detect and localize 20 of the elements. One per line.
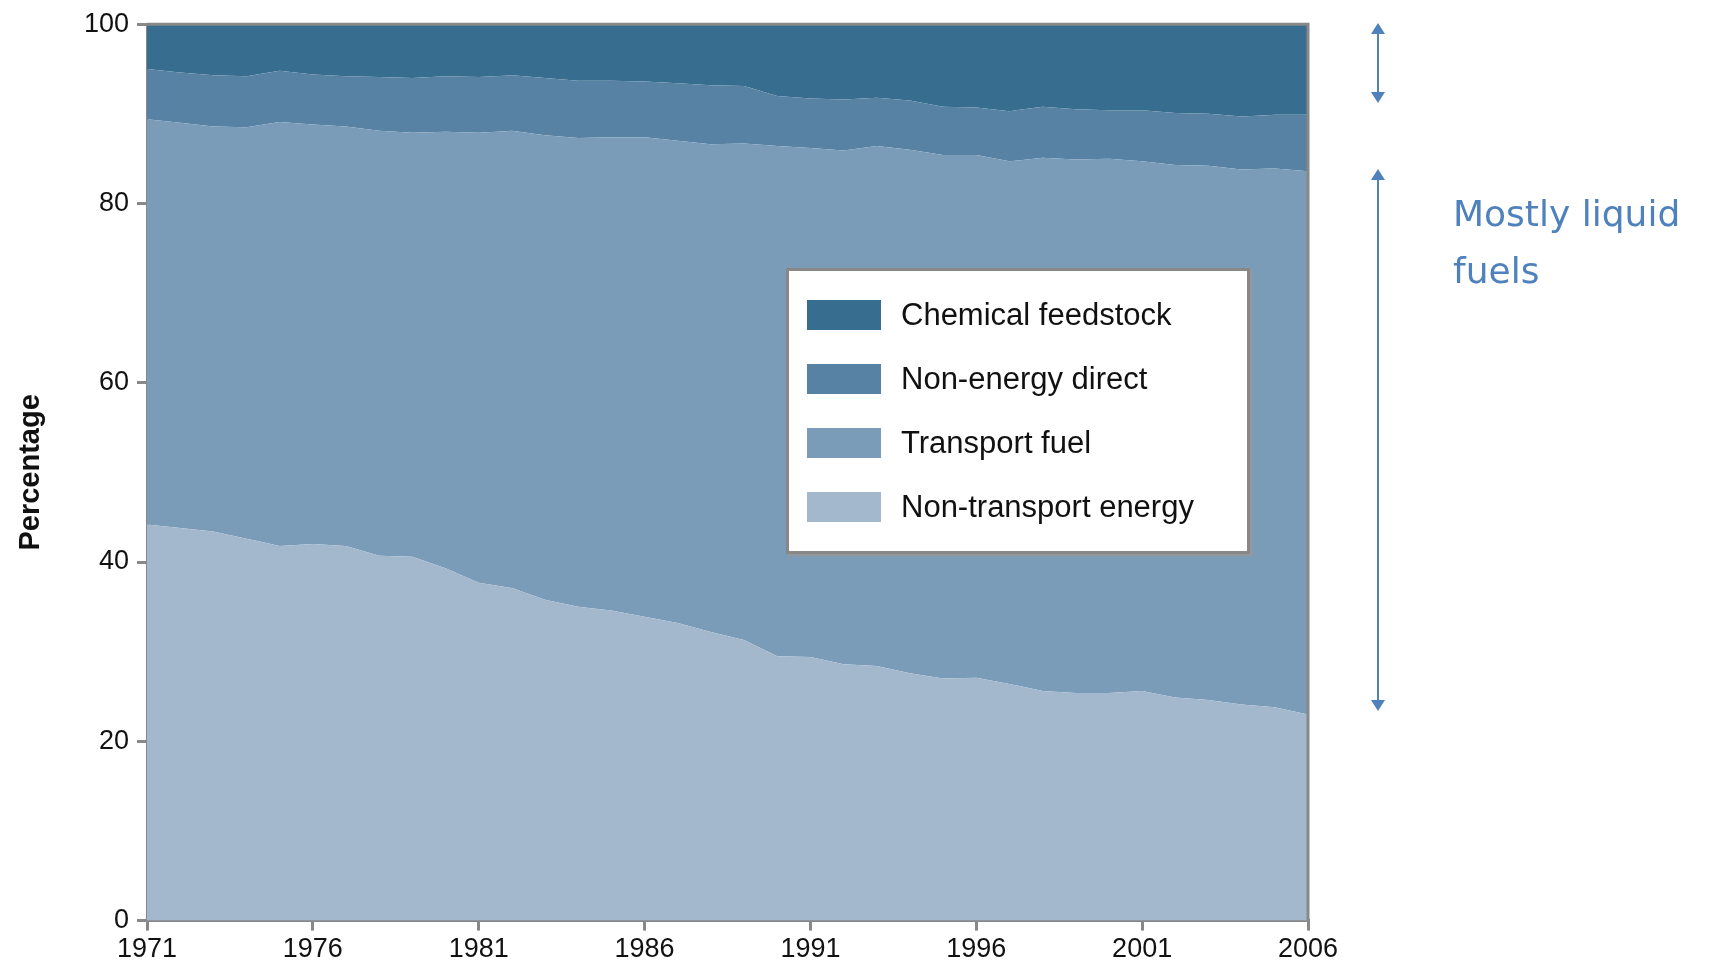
y-tick-label: 0: [113, 904, 129, 935]
x-tick-label: 1971: [116, 933, 178, 964]
y-tick-label: 100: [83, 7, 129, 38]
series-label: Chemical feedstock: [901, 297, 1172, 333]
x-tick-label: 2006: [1277, 933, 1339, 964]
text: Mostly liquid fuels: [1453, 192, 1682, 293]
y-tick-label: 20: [98, 724, 129, 755]
y-axis-title: Percentage: [13, 394, 46, 551]
series-label: Non-energy direct: [901, 361, 1148, 397]
x-tick-label: 2001: [1112, 933, 1173, 964]
series-label: Transport fuel: [901, 425, 1092, 461]
x-tick-label: 1976: [282, 933, 343, 964]
y-tick-label: 80: [98, 186, 129, 217]
x-tick-label: 1986: [614, 933, 675, 964]
y-tick-label: 40: [98, 545, 129, 576]
x-tick-label: 1996: [946, 933, 1007, 964]
y-tick-label: 60: [98, 366, 129, 397]
x-tick-label: 1991: [780, 933, 841, 964]
x-tick-label: 1981: [448, 933, 509, 964]
legend-label: Non-transport energy: [901, 489, 1194, 525]
